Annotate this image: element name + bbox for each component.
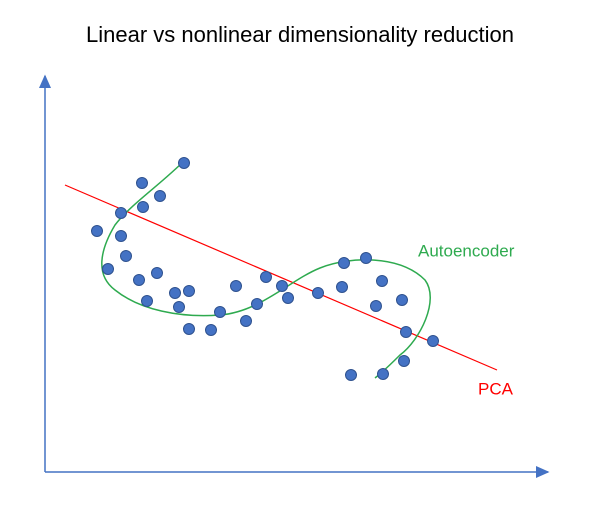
point bbox=[282, 292, 294, 304]
point bbox=[396, 294, 408, 306]
point bbox=[137, 201, 149, 213]
points bbox=[91, 157, 439, 381]
point bbox=[338, 257, 350, 269]
point bbox=[345, 369, 357, 381]
point bbox=[377, 368, 389, 380]
point bbox=[376, 275, 388, 287]
point bbox=[169, 287, 181, 299]
point bbox=[133, 274, 145, 286]
point bbox=[230, 280, 242, 292]
point bbox=[398, 355, 410, 367]
point bbox=[312, 287, 324, 299]
point bbox=[260, 271, 272, 283]
point bbox=[141, 295, 153, 307]
point bbox=[173, 301, 185, 313]
point bbox=[136, 177, 148, 189]
autoencoder-curve bbox=[101, 159, 431, 379]
point bbox=[336, 281, 348, 293]
point bbox=[205, 324, 217, 336]
point bbox=[251, 298, 263, 310]
point bbox=[370, 300, 382, 312]
point bbox=[276, 280, 288, 292]
point bbox=[154, 190, 166, 202]
point bbox=[115, 230, 127, 242]
point bbox=[178, 157, 190, 169]
title: Linear vs nonlinear dimensionality reduc… bbox=[86, 22, 514, 47]
point bbox=[360, 252, 372, 264]
point bbox=[240, 315, 252, 327]
point bbox=[427, 335, 439, 347]
point bbox=[183, 323, 195, 335]
pca-line bbox=[64, 184, 498, 371]
point bbox=[151, 267, 163, 279]
point bbox=[102, 263, 114, 275]
point bbox=[120, 250, 132, 262]
pca-label: PCA bbox=[478, 379, 514, 398]
point bbox=[183, 285, 195, 297]
point bbox=[91, 225, 103, 237]
autoencoder-label: Autoencoder bbox=[418, 241, 515, 260]
point bbox=[400, 326, 412, 338]
point bbox=[115, 207, 127, 219]
point bbox=[214, 306, 226, 318]
